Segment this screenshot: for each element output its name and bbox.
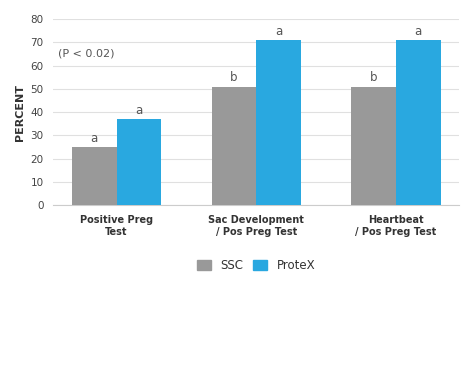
Bar [117, 119, 161, 205]
Bar [351, 87, 396, 205]
Bar [256, 40, 301, 205]
Bar [72, 147, 117, 205]
Legend: SSC, ProteX: SSC, ProteX [191, 253, 321, 278]
Y-axis label: PERCENT: PERCENT [15, 84, 25, 141]
Text: a: a [91, 132, 98, 145]
Text: a: a [135, 104, 143, 117]
Text: b: b [370, 71, 377, 84]
Bar [396, 40, 440, 205]
Text: a: a [415, 25, 422, 38]
Bar [211, 87, 256, 205]
Text: a: a [275, 25, 282, 38]
Text: b: b [230, 71, 237, 84]
Text: (P < 0.02): (P < 0.02) [58, 49, 114, 59]
